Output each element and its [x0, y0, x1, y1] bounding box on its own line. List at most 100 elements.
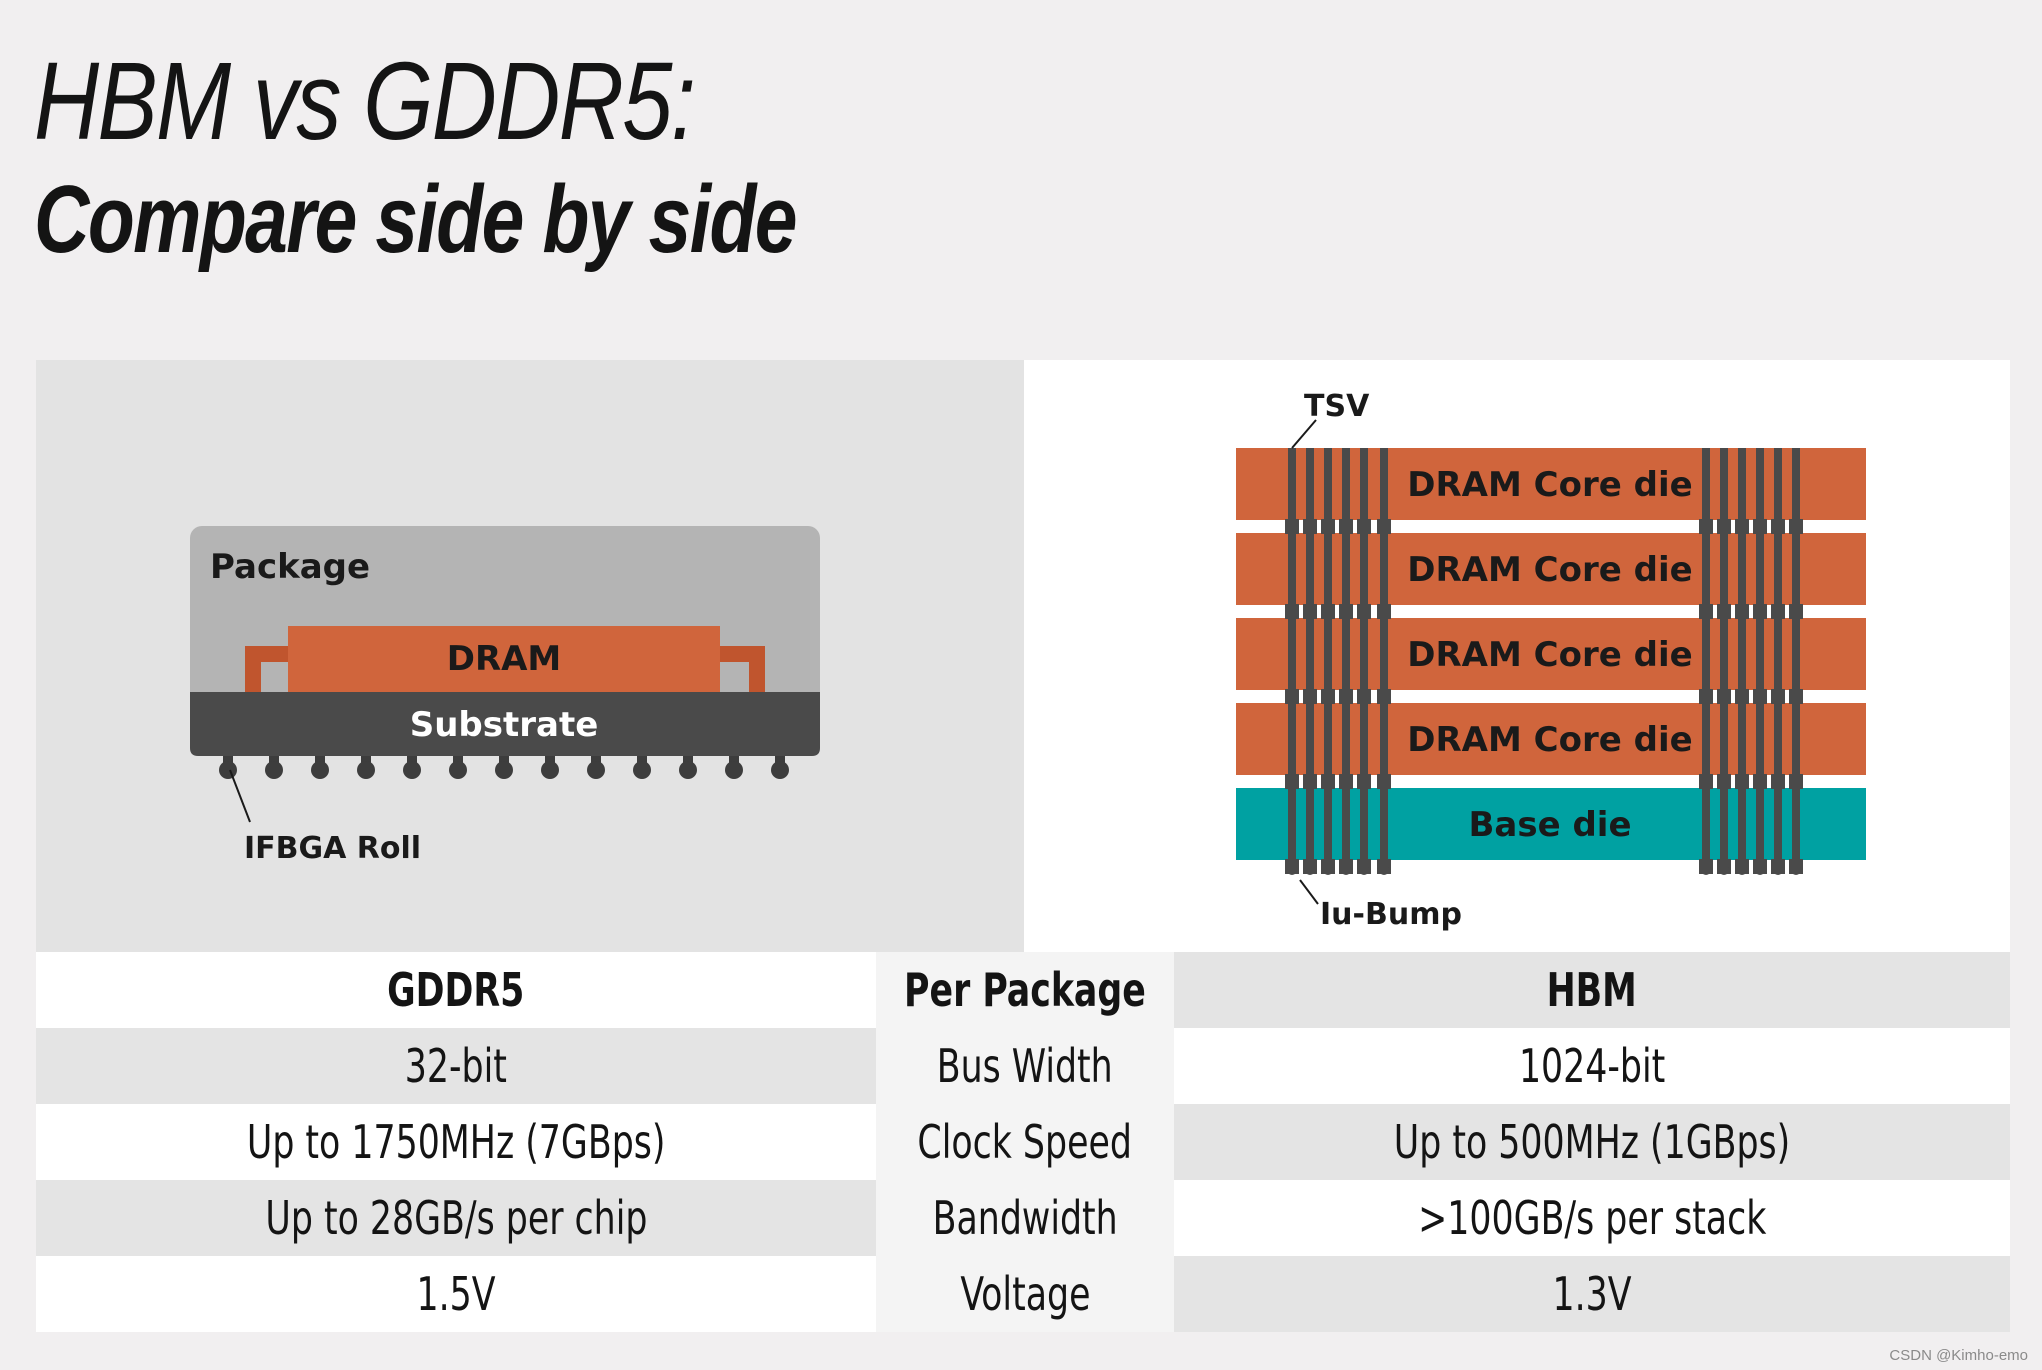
micro-bump [1771, 604, 1785, 619]
micro-bump [1719, 865, 1729, 875]
table-row: 1.5V Voltage 1.3V [36, 1256, 2010, 1332]
cell-text: 32-bit [404, 1039, 508, 1093]
table-row: 32-bit Bus Width 1024-bit [36, 1028, 2010, 1104]
cell-text: HBM [1546, 963, 1638, 1017]
micro-bump [1717, 519, 1731, 534]
micro-bump [1357, 519, 1371, 534]
tsv [1756, 448, 1764, 860]
tsv [1360, 448, 1368, 860]
micro-bump [1789, 604, 1803, 619]
cell-text: 1.3V [1552, 1267, 1632, 1321]
micro-bump [1753, 604, 1767, 619]
micro-bump [1287, 865, 1297, 875]
watermark: CSDN @Kimho-emo [1889, 1347, 2028, 1364]
micro-bump [1737, 865, 1747, 875]
micro-bump [1735, 519, 1749, 534]
solder-ball [357, 761, 375, 779]
table-cell: Up to 28GB/s per chip [36, 1180, 876, 1256]
micro-bump [1771, 689, 1785, 704]
dram-core-die-label: DRAM Core die [1407, 635, 1692, 675]
micro-bump [1789, 519, 1803, 534]
cell-text: Bandwidth [932, 1191, 1118, 1245]
tsv [1306, 448, 1314, 860]
tsv-callout-line [1291, 419, 1317, 449]
cell-text: GDDR5 [387, 963, 525, 1017]
micro-bump [1377, 604, 1391, 619]
tsv [1738, 448, 1746, 860]
micro-bump [1321, 604, 1335, 619]
tsv-columns [1285, 448, 1803, 875]
micro-bump [1791, 865, 1801, 875]
cell-text: Up to 1750MHz (7GBps) [246, 1115, 666, 1169]
solder-ball [679, 761, 697, 779]
micro-bump [1735, 604, 1749, 619]
solder-ball [265, 761, 283, 779]
dram-core-die-label: DRAM Core die [1407, 720, 1692, 760]
micro-bump [1321, 689, 1335, 704]
micro-bump [1771, 519, 1785, 534]
micro-bump [1773, 865, 1783, 875]
micro-bump [1699, 604, 1713, 619]
micro-bump [1755, 865, 1765, 875]
micro-bump [1285, 519, 1299, 534]
micro-bump [1735, 689, 1749, 704]
hbm-stack-diagram: DRAM Core die DRAM Core die DRAM Core die D… [1236, 389, 1866, 932]
table-header-cell: GDDR5 [36, 952, 876, 1028]
micro-bump [1699, 689, 1713, 704]
ifbga-ball-label: IFBGA Roll [244, 831, 421, 866]
cell-text: Clock Speed [917, 1115, 1133, 1169]
micro-bump [1377, 689, 1391, 704]
micro-bump [1753, 774, 1767, 789]
table-cell: Up to 1750MHz (7GBps) [36, 1104, 876, 1180]
cell-text: Bus Width [937, 1039, 1113, 1093]
hbm-diagram-panel: DRAM Core die DRAM Core die DRAM Core die D… [1024, 360, 2010, 952]
micro-bump [1357, 774, 1371, 789]
title-line-2: Compare side by side [34, 166, 797, 273]
micro-bump [1377, 774, 1391, 789]
gddr5-diagram-panel: DRAM Substrate Package IFBGA Roll [36, 360, 1024, 952]
micro-bump [1339, 519, 1353, 534]
dram-die [288, 626, 720, 694]
package-label: Package [210, 547, 370, 587]
micro-bump [1789, 689, 1803, 704]
bump-callout-line [1299, 879, 1319, 905]
micro-bump [1305, 865, 1315, 875]
micro-bump [1303, 519, 1317, 534]
wire-bond-left [245, 646, 296, 694]
solder-ball [311, 761, 329, 779]
title-line-1: HBM vs GDDR5: [34, 40, 696, 163]
micro-bump [1341, 865, 1351, 875]
cell-text: Per Package [904, 963, 1146, 1017]
dram-core-die-label: DRAM Core die [1407, 550, 1692, 590]
substrate-label: Substrate [410, 705, 599, 745]
table-header-row: GDDR5 Per Package HBM [36, 952, 2010, 1028]
solder-ball [541, 761, 559, 779]
table-header-cell: HBM [1174, 952, 2010, 1028]
table-cell: Voltage [876, 1256, 1174, 1332]
cell-text: Voltage [959, 1267, 1091, 1321]
cell-text: Up to 28GB/s per chip [264, 1191, 648, 1245]
micro-bump [1321, 774, 1335, 789]
micro-bump [1789, 774, 1803, 789]
table-cell: Clock Speed [876, 1104, 1174, 1180]
micro-bump [1699, 774, 1713, 789]
table-cell: >100GB/s per stack [1174, 1180, 2010, 1256]
table-header-cell: Per Package [876, 952, 1174, 1028]
table-row: Up to 28GB/s per chip Bandwidth >100GB/s p… [36, 1180, 2010, 1256]
table-cell: Bandwidth [876, 1180, 1174, 1256]
solder-ball [633, 761, 651, 779]
micro-bump [1303, 689, 1317, 704]
dram-core-die-label: DRAM Core die [1407, 465, 1692, 505]
solder-ball [771, 761, 789, 779]
gddr5-package-diagram: DRAM Substrate Package IFBGA Roll [190, 526, 820, 866]
table-cell: 1024-bit [1174, 1028, 2010, 1104]
ball-callout-line [229, 769, 251, 823]
tsv [1380, 448, 1388, 860]
solder-ball [219, 761, 237, 779]
micro-bump [1285, 604, 1299, 619]
micro-bump [1339, 689, 1353, 704]
micro-bump [1339, 774, 1353, 789]
tsv [1342, 448, 1350, 860]
tsv [1324, 448, 1332, 860]
micro-bump [1771, 774, 1785, 789]
